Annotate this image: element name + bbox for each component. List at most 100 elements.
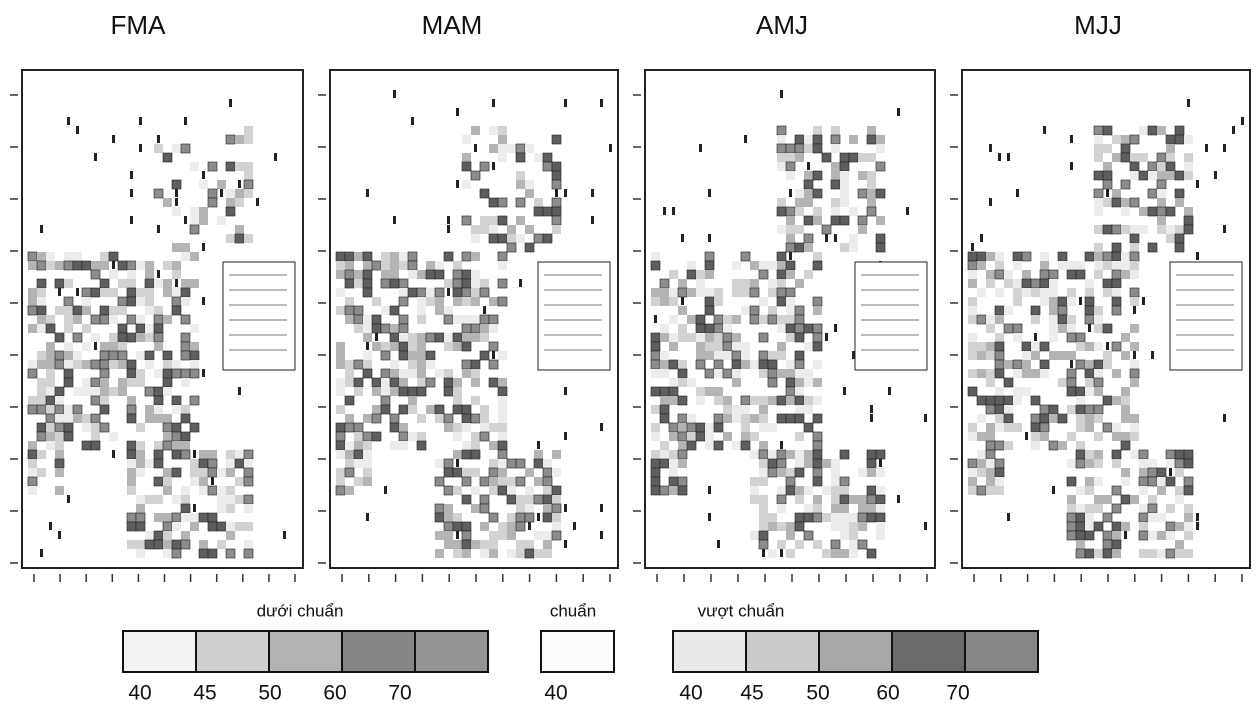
map-cell xyxy=(524,548,535,559)
map-cell xyxy=(857,539,868,550)
map-cell xyxy=(398,386,409,397)
map-cell xyxy=(977,261,986,270)
map-cell xyxy=(858,504,867,513)
map-cell xyxy=(353,359,364,370)
map-cell xyxy=(64,315,73,324)
map-cell xyxy=(713,413,724,424)
map-cell xyxy=(785,242,796,253)
map-cell xyxy=(462,135,471,144)
map-cell xyxy=(786,153,795,162)
map-cell xyxy=(967,260,978,271)
map-cell xyxy=(1085,360,1094,369)
map-cell xyxy=(354,270,363,279)
map-cell xyxy=(453,450,462,459)
map-cell xyxy=(380,395,391,406)
map-dot xyxy=(393,216,396,224)
map-cell xyxy=(180,431,191,442)
map-cell xyxy=(153,458,164,469)
map-cell xyxy=(63,368,74,379)
map-cell xyxy=(1084,305,1095,316)
map-dot xyxy=(175,189,178,197)
map-cell xyxy=(172,405,181,414)
map-cell xyxy=(732,414,741,423)
map-cell xyxy=(480,522,489,531)
map-cell xyxy=(967,458,978,469)
map-cell xyxy=(100,252,109,261)
map-cell xyxy=(1102,170,1113,181)
map-cell xyxy=(453,549,462,558)
map-cell xyxy=(354,441,363,450)
map-cell xyxy=(534,153,543,162)
map-cell xyxy=(336,477,345,486)
map-cell xyxy=(235,189,244,198)
map-dot xyxy=(1106,189,1109,197)
map-cell xyxy=(54,332,65,343)
map-cell xyxy=(389,413,400,424)
map-cell xyxy=(768,513,777,522)
map-cell xyxy=(731,350,742,361)
map-cell xyxy=(444,540,453,549)
map-cell xyxy=(407,251,418,262)
map-cell xyxy=(127,540,136,549)
map-cell xyxy=(217,468,226,477)
map-cell xyxy=(1076,414,1085,423)
map-cell xyxy=(399,333,408,342)
map-cell xyxy=(354,387,363,396)
map-cell xyxy=(695,422,706,433)
map-cell xyxy=(795,189,804,198)
map-cell xyxy=(180,314,191,325)
map-cell xyxy=(651,405,660,414)
map-cell xyxy=(813,504,822,513)
map-cell xyxy=(145,324,154,333)
map-cell xyxy=(153,530,164,541)
map-cell xyxy=(534,477,543,486)
map-cell xyxy=(968,333,977,342)
map-cell xyxy=(145,261,154,270)
map-cell xyxy=(444,279,453,288)
map-cell xyxy=(986,468,995,477)
map-cell xyxy=(1120,179,1131,190)
map-cell xyxy=(381,387,390,396)
map-cell xyxy=(1103,162,1112,171)
map-cell xyxy=(840,549,849,558)
map-cell xyxy=(543,540,552,549)
map-cell xyxy=(759,495,768,504)
map-cell xyxy=(1094,225,1103,234)
map-cell xyxy=(408,396,417,405)
map-dot xyxy=(1214,171,1217,179)
map-cell xyxy=(335,431,346,442)
map-cell xyxy=(489,297,498,306)
map-cell xyxy=(1139,153,1148,162)
map-cell xyxy=(189,224,200,235)
map-cell xyxy=(525,468,534,477)
map-cell xyxy=(1004,441,1013,450)
map-cell xyxy=(777,225,786,234)
map-cell xyxy=(55,261,64,270)
map-cell xyxy=(678,441,687,450)
map-cell xyxy=(37,387,46,396)
map-cell xyxy=(867,126,876,135)
map-cell xyxy=(498,396,507,405)
map-cell xyxy=(1184,162,1193,171)
map-cell xyxy=(986,369,995,378)
map-cell xyxy=(1112,153,1121,162)
map-dot xyxy=(130,216,133,224)
map-cell xyxy=(126,413,137,424)
map-cell xyxy=(37,297,46,306)
map-cell xyxy=(153,395,164,406)
map-cell xyxy=(407,260,418,271)
legend-label: 40 xyxy=(544,682,567,705)
map-cell xyxy=(1111,449,1122,460)
map-cell xyxy=(498,144,507,153)
map-dot xyxy=(202,243,205,251)
map-cell xyxy=(867,189,876,198)
map-cell xyxy=(1094,450,1103,459)
map-cell xyxy=(968,351,977,360)
map-cell xyxy=(444,333,453,342)
map-dot xyxy=(998,153,1001,161)
map-dot xyxy=(157,270,160,278)
map-cell xyxy=(794,143,805,154)
map-cell xyxy=(1138,170,1149,181)
map-cell xyxy=(63,422,74,433)
map-cell xyxy=(425,377,436,388)
